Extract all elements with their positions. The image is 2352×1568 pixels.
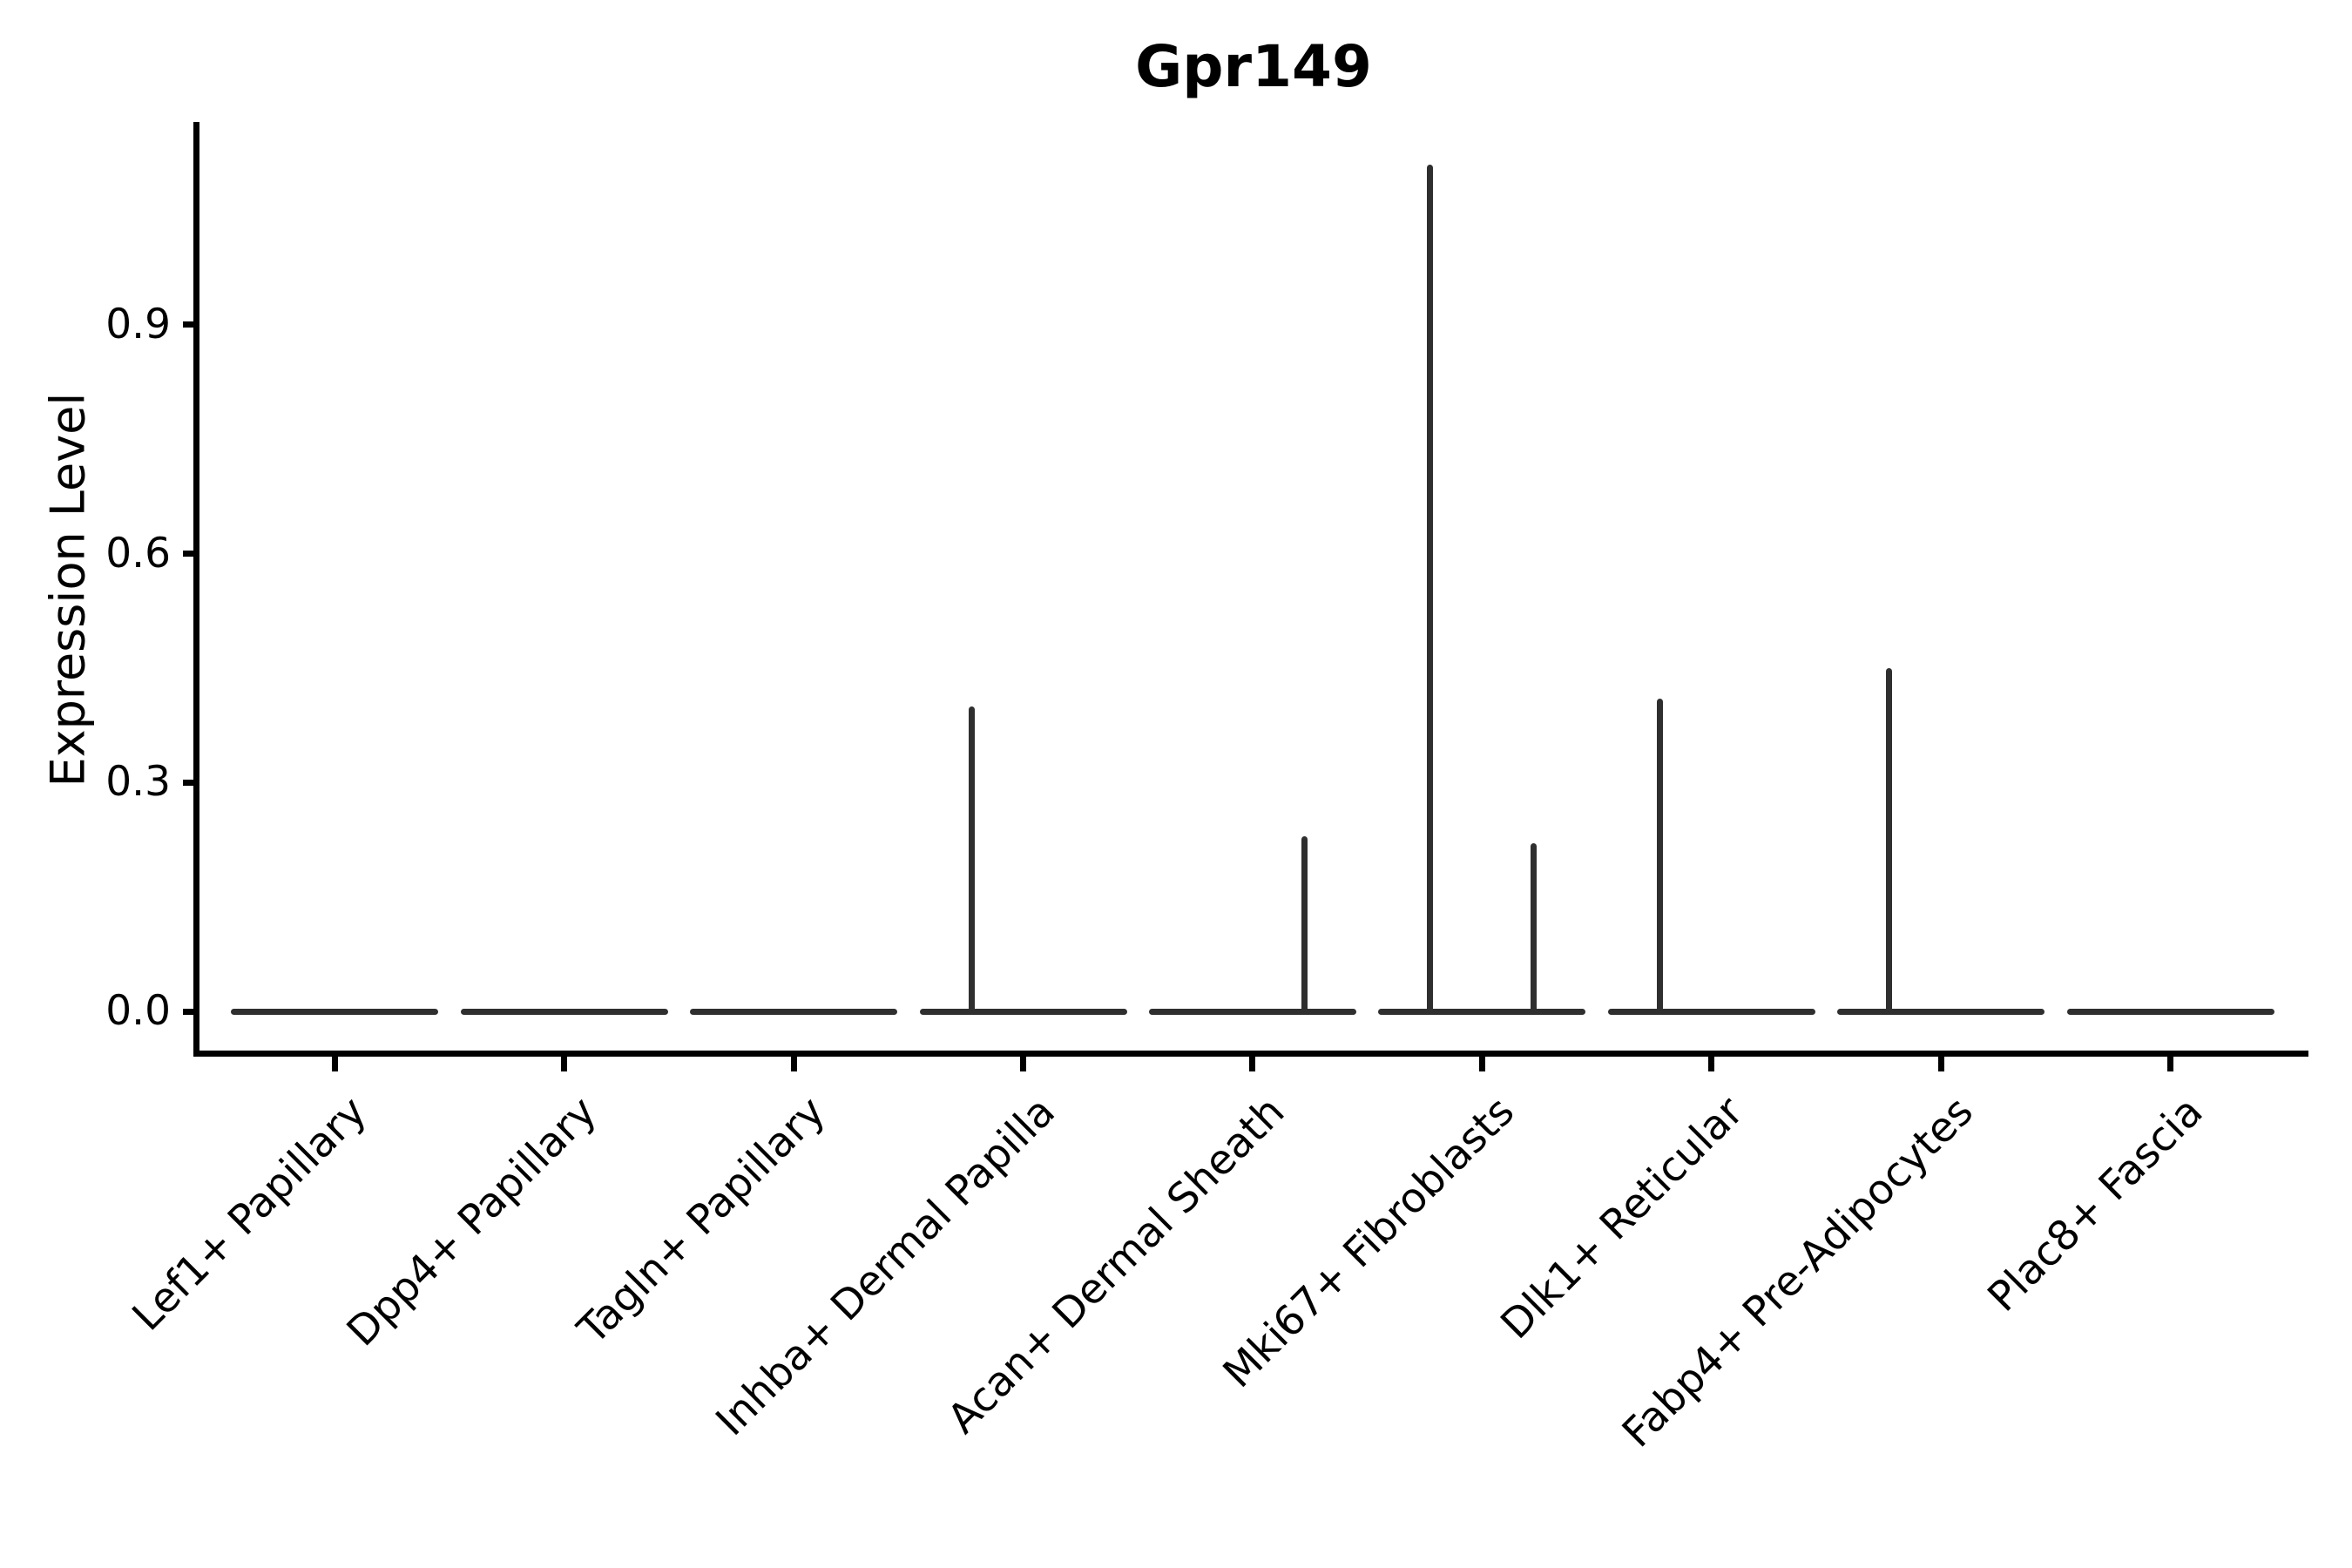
- x-tick: [1478, 1057, 1485, 1071]
- x-tick: [331, 1057, 338, 1071]
- violin-body: [1607, 1008, 1815, 1015]
- x-tick: [1249, 1057, 1256, 1071]
- violin-body: [1148, 1008, 1356, 1015]
- violin-spike: [1886, 667, 1893, 1015]
- y-tick: [183, 321, 197, 328]
- y-tick-label: 0.6: [105, 529, 171, 578]
- y-axis-label: Expression Level: [40, 392, 96, 787]
- violin-body: [460, 1008, 668, 1015]
- x-tick-label-text: Dpp4+ Papillary: [337, 1087, 606, 1356]
- y-tick-label: 0.0: [105, 987, 171, 1035]
- y-axis-spine: [193, 122, 199, 1057]
- x-tick-label-text: Tagln+ Papillary: [569, 1087, 835, 1354]
- x-tick: [561, 1057, 568, 1071]
- violin-spike: [1301, 835, 1308, 1015]
- violin-spike: [968, 706, 975, 1015]
- x-tick: [1937, 1057, 1944, 1071]
- violin-body: [1837, 1008, 2045, 1015]
- violin-body: [690, 1008, 898, 1015]
- plot-title: Gpr149: [1135, 33, 1372, 100]
- x-tick-label-text: Dlk1+ Reticular: [1491, 1087, 1754, 1349]
- x-tick: [790, 1057, 797, 1071]
- y-tick: [183, 779, 197, 786]
- x-tick: [1020, 1057, 1026, 1071]
- x-tick-label-text: Lef1+ Papillary: [123, 1087, 376, 1341]
- violin-spike: [1427, 165, 1434, 1015]
- violin-body: [2066, 1008, 2274, 1015]
- violin-spike: [1656, 699, 1663, 1015]
- violin-body: [1378, 1008, 1586, 1015]
- x-tick: [1708, 1057, 1715, 1071]
- violin-spike: [1531, 843, 1538, 1015]
- y-tick-label: 0.9: [105, 300, 171, 348]
- y-tick: [183, 551, 197, 558]
- y-tick: [183, 1008, 197, 1015]
- violin-body: [231, 1008, 439, 1015]
- violin-body: [919, 1008, 1127, 1015]
- x-tick: [2167, 1057, 2173, 1071]
- x-tick-label-text: Plac8+ Fascia: [1977, 1087, 2212, 1321]
- x-axis-spine: [193, 1051, 2308, 1057]
- y-tick-label: 0.3: [105, 758, 171, 807]
